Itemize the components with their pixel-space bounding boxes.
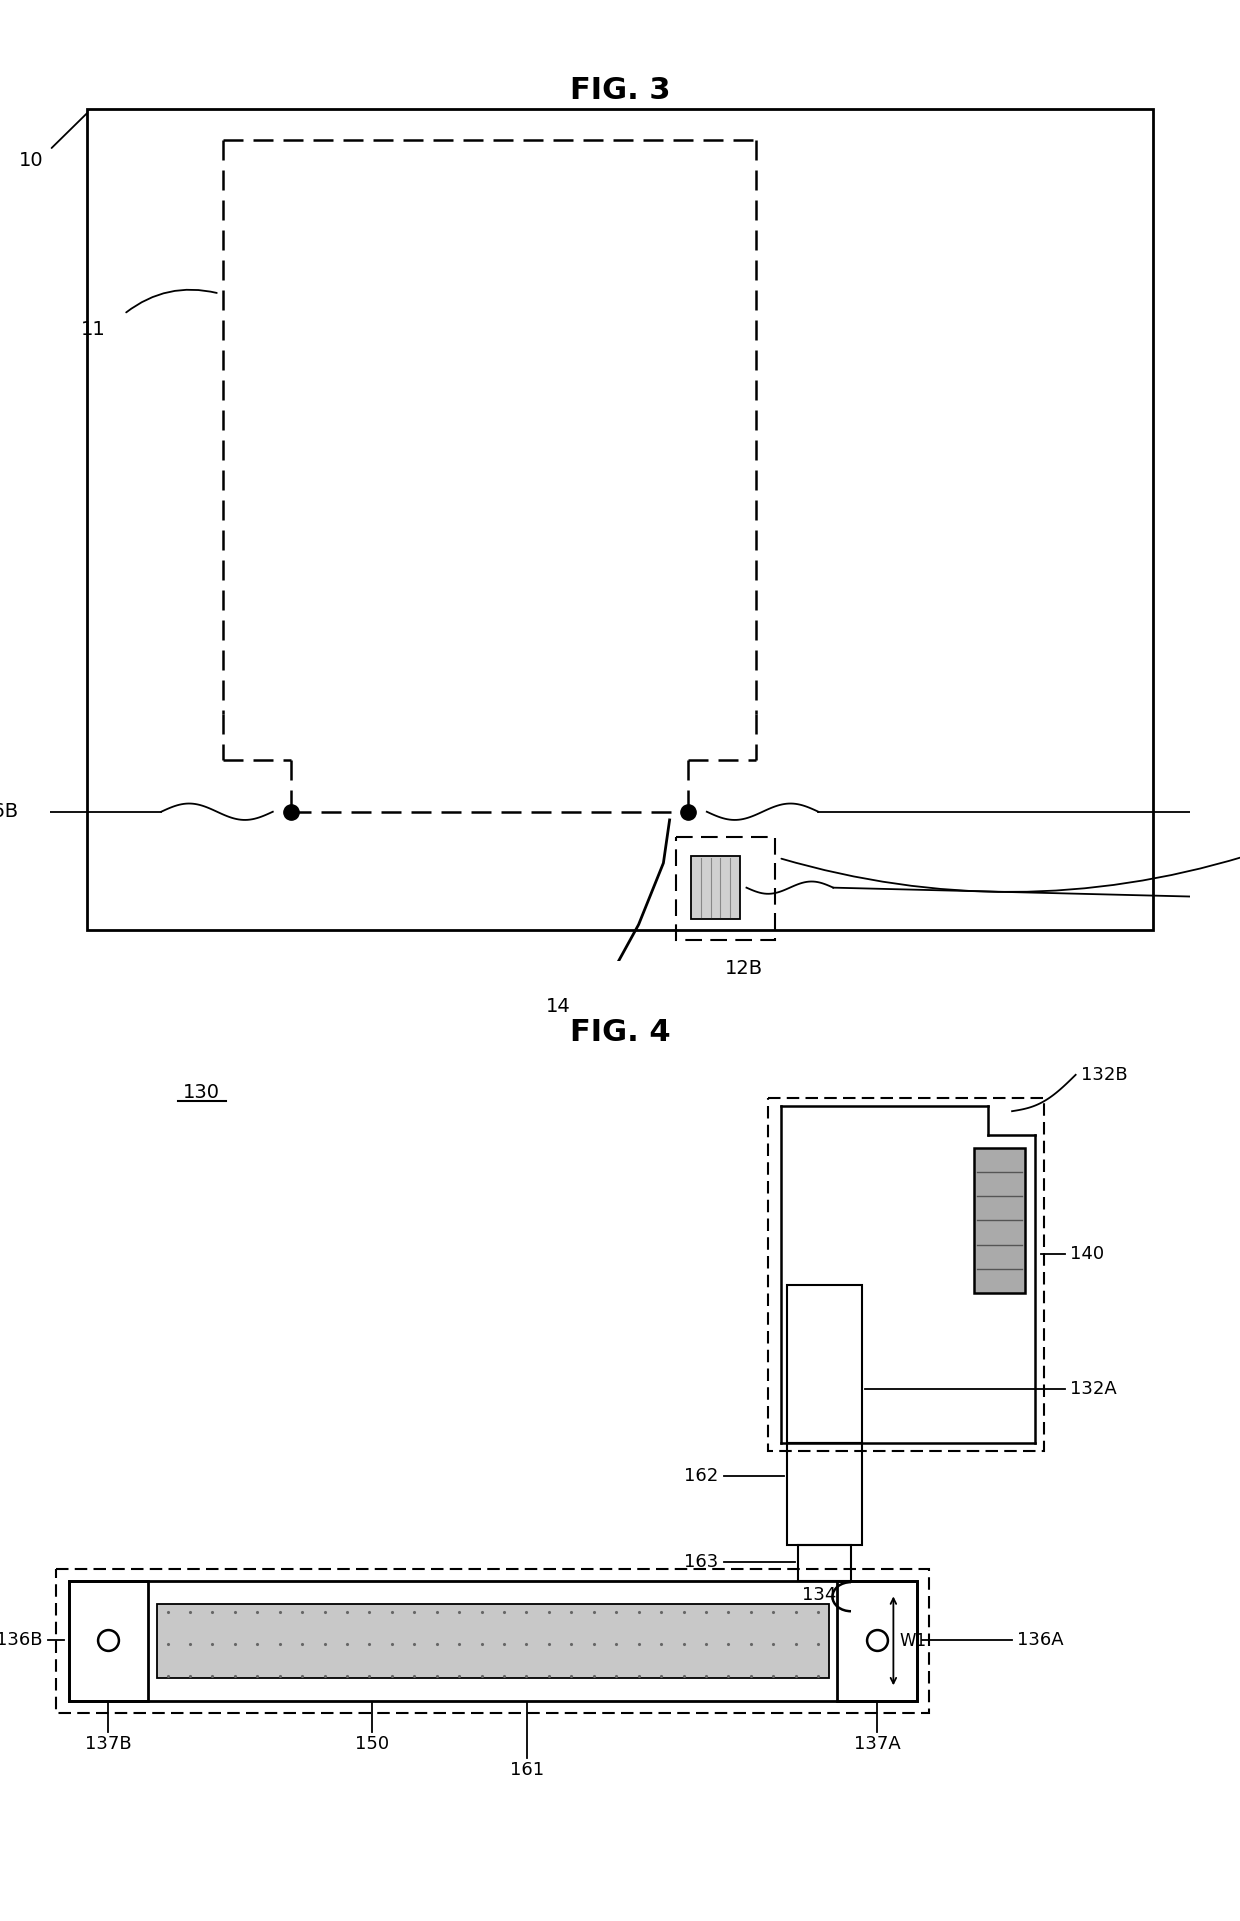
- Text: 10: 10: [19, 150, 43, 169]
- Text: 14: 14: [546, 997, 570, 1016]
- Text: W1: W1: [900, 1631, 926, 1650]
- Bar: [973, 1147, 1024, 1293]
- Bar: [69, 1581, 916, 1700]
- Text: 137B: 137B: [84, 1735, 131, 1754]
- Text: 162: 162: [684, 1468, 718, 1485]
- Bar: [787, 1285, 862, 1443]
- Text: 12B: 12B: [725, 959, 763, 978]
- Text: 137A: 137A: [854, 1735, 901, 1754]
- Text: 163: 163: [684, 1554, 718, 1571]
- Text: 150: 150: [355, 1735, 389, 1754]
- Bar: [837, 1581, 916, 1700]
- Bar: [799, 1544, 851, 1581]
- Text: 134: 134: [802, 1587, 837, 1604]
- Text: 132B: 132B: [1081, 1066, 1127, 1083]
- Bar: [56, 1569, 930, 1714]
- Text: 132A: 132A: [1070, 1379, 1117, 1398]
- Bar: [769, 1097, 1044, 1450]
- Bar: [787, 1443, 862, 1544]
- Text: FIG. 4: FIG. 4: [569, 1018, 671, 1047]
- Bar: [691, 857, 740, 920]
- Text: 140: 140: [1070, 1245, 1105, 1262]
- Text: 136B: 136B: [0, 1631, 42, 1650]
- Text: 130: 130: [184, 1083, 219, 1103]
- Bar: [676, 838, 775, 939]
- Text: 16B: 16B: [0, 803, 19, 822]
- Text: 161: 161: [510, 1762, 544, 1779]
- Bar: [157, 1604, 828, 1677]
- Text: 136A: 136A: [1017, 1631, 1064, 1650]
- Bar: [69, 1581, 149, 1700]
- Text: 11: 11: [81, 321, 105, 338]
- Text: FIG. 3: FIG. 3: [569, 77, 671, 106]
